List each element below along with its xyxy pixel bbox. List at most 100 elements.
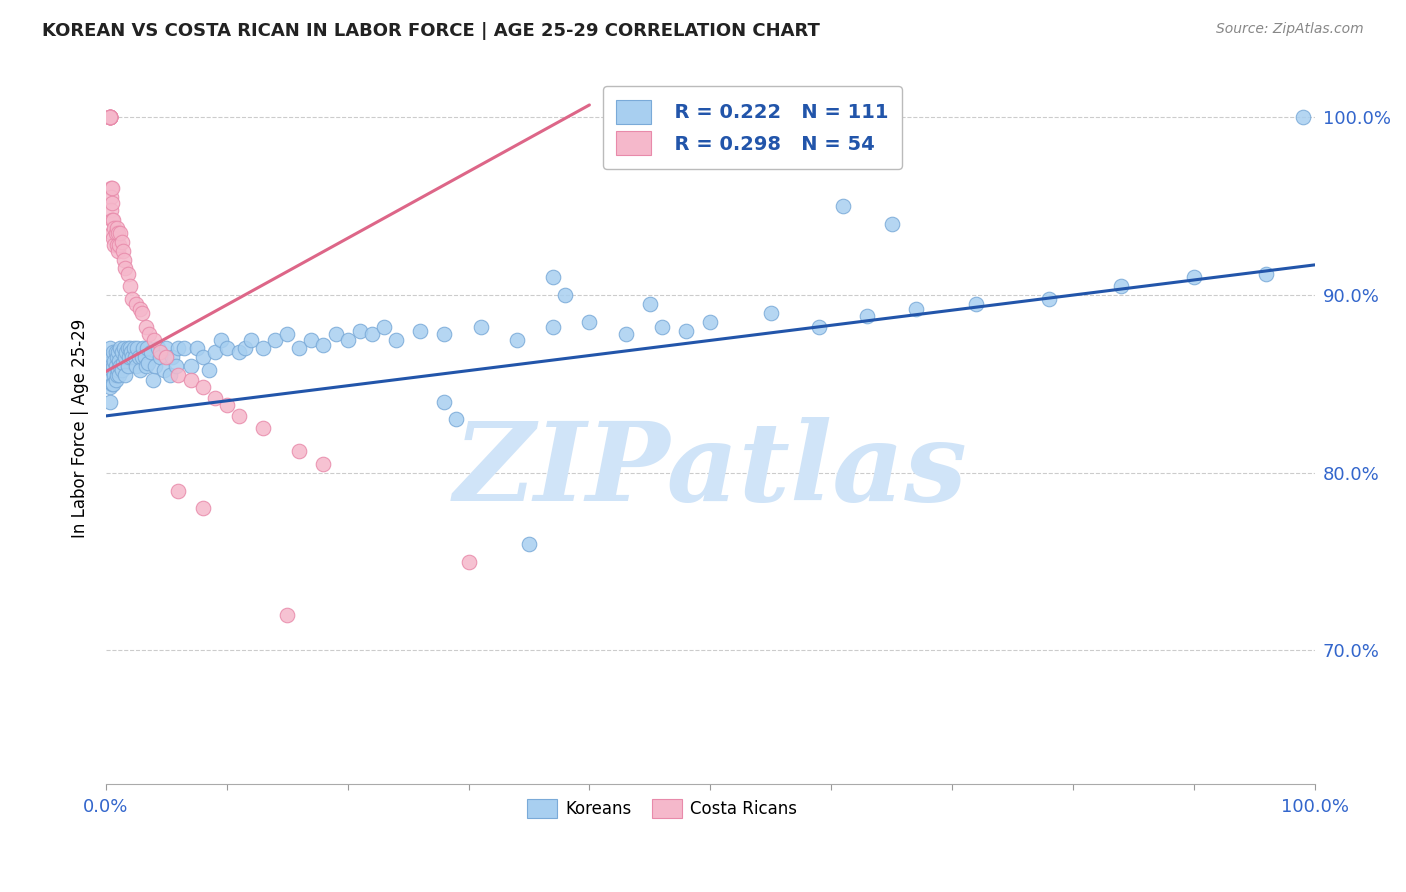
Point xyxy=(100,202,122,217)
Point xyxy=(173,342,195,356)
Point xyxy=(186,342,208,356)
Point xyxy=(131,351,153,365)
Point xyxy=(98,111,121,125)
Point xyxy=(252,342,274,356)
Point xyxy=(149,351,172,365)
Point xyxy=(98,111,121,125)
Point xyxy=(675,324,697,338)
Point xyxy=(215,398,238,412)
Point xyxy=(880,217,903,231)
Point xyxy=(98,111,121,125)
Point xyxy=(252,421,274,435)
Point xyxy=(180,373,202,387)
Point xyxy=(98,111,121,125)
Point xyxy=(457,555,479,569)
Point xyxy=(360,327,382,342)
Point xyxy=(470,320,492,334)
Point xyxy=(135,320,157,334)
Point xyxy=(117,267,139,281)
Point xyxy=(122,342,145,356)
Point xyxy=(98,368,121,382)
Point xyxy=(111,235,134,249)
Point xyxy=(103,238,125,252)
Point xyxy=(128,351,150,365)
Point xyxy=(128,302,150,317)
Point xyxy=(1256,267,1278,281)
Point xyxy=(98,111,121,125)
Point xyxy=(191,501,214,516)
Y-axis label: In Labor Force | Age 25-29: In Labor Force | Age 25-29 xyxy=(72,318,89,538)
Point xyxy=(98,111,121,125)
Point xyxy=(149,345,172,359)
Point xyxy=(143,333,166,347)
Point xyxy=(276,327,298,342)
Point xyxy=(108,354,131,368)
Point xyxy=(162,351,184,365)
Point xyxy=(125,297,148,311)
Point xyxy=(105,238,128,252)
Point xyxy=(101,376,124,391)
Point xyxy=(541,270,564,285)
Point xyxy=(125,359,148,374)
Point xyxy=(104,345,127,359)
Point xyxy=(111,345,134,359)
Point xyxy=(101,226,124,240)
Point xyxy=(228,409,250,423)
Point xyxy=(110,359,132,374)
Point xyxy=(108,368,131,382)
Point xyxy=(118,351,141,365)
Point xyxy=(446,412,468,426)
Point xyxy=(124,351,146,365)
Point xyxy=(233,342,256,356)
Point xyxy=(110,342,132,356)
Point xyxy=(101,213,124,227)
Point xyxy=(142,373,165,387)
Point xyxy=(312,457,335,471)
Point xyxy=(506,333,529,347)
Point xyxy=(1109,279,1132,293)
Point xyxy=(121,351,143,365)
Point xyxy=(135,359,157,374)
Point xyxy=(808,320,831,334)
Point xyxy=(101,195,124,210)
Point xyxy=(104,226,127,240)
Point xyxy=(115,345,138,359)
Point xyxy=(139,345,162,359)
Point xyxy=(180,359,202,374)
Point xyxy=(111,244,134,258)
Point xyxy=(409,324,432,338)
Point xyxy=(433,327,456,342)
Point xyxy=(136,356,159,370)
Point xyxy=(120,342,142,356)
Point xyxy=(104,373,127,387)
Point xyxy=(517,537,540,551)
Point xyxy=(136,342,159,356)
Point xyxy=(98,394,121,409)
Point xyxy=(117,359,139,374)
Point xyxy=(578,315,600,329)
Point xyxy=(131,306,153,320)
Point xyxy=(145,359,167,374)
Point xyxy=(1291,111,1313,125)
Point xyxy=(101,362,124,376)
Point xyxy=(112,252,135,267)
Point xyxy=(204,345,226,359)
Point xyxy=(191,380,214,394)
Point xyxy=(101,345,124,359)
Point xyxy=(651,320,673,334)
Point xyxy=(167,368,190,382)
Point xyxy=(215,342,238,356)
Point xyxy=(209,333,232,347)
Point xyxy=(120,345,142,359)
Point xyxy=(167,483,190,498)
Point xyxy=(100,181,122,195)
Point xyxy=(312,338,335,352)
Point xyxy=(105,368,128,382)
Point xyxy=(134,351,156,365)
Point xyxy=(103,368,125,382)
Point xyxy=(1038,292,1060,306)
Point xyxy=(288,342,311,356)
Point xyxy=(155,351,177,365)
Point xyxy=(107,244,129,258)
Point xyxy=(101,376,124,391)
